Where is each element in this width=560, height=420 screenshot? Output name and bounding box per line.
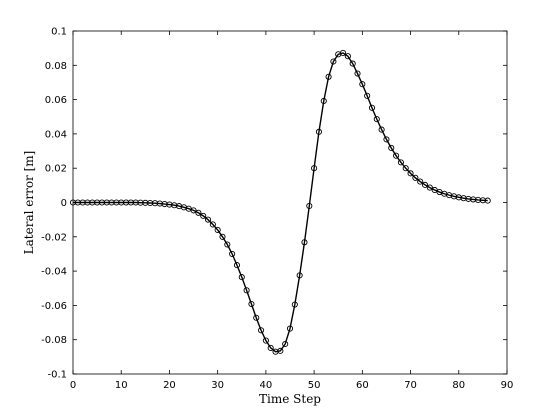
data-point-marker: [209, 221, 216, 228]
data-point-marker: [330, 58, 337, 65]
x-tick-label: 0: [70, 380, 76, 391]
data-point-marker: [378, 126, 385, 133]
data-point-marker: [368, 104, 376, 111]
x-tick-label: 70: [404, 380, 417, 391]
x-tick-label: 50: [308, 380, 321, 391]
data-point-marker: [315, 128, 322, 135]
data-point-marker: [258, 327, 265, 334]
x-axis-ticks: 0 10 20 30 40 50 60 70 80 90: [70, 31, 514, 391]
data-point-marker: [204, 216, 212, 223]
x-tick-label: 90: [501, 380, 514, 391]
x-axis-label: Time Step: [259, 392, 321, 406]
data-point-marker: [296, 272, 303, 279]
data-point-marker: [301, 239, 308, 246]
data-point-marker: [426, 184, 433, 191]
data-point-marker: [286, 325, 294, 332]
data-point-marker: [354, 70, 361, 77]
data-point-marker: [253, 314, 260, 321]
x-tick-label: 60: [356, 380, 369, 391]
data-point-marker: [397, 159, 404, 166]
y-tick-label: 0.08: [45, 61, 67, 72]
data-point-marker: [388, 144, 395, 152]
data-point-marker: [421, 181, 429, 188]
data-point-marker: [359, 81, 366, 88]
y-tick-label: -0.02: [41, 232, 67, 243]
y-axis-label: Lateral error [m]: [22, 151, 36, 255]
data-point-marker: [219, 233, 226, 240]
data-point-marker: [277, 347, 284, 354]
y-tick-label: -0.04: [41, 267, 67, 278]
data-point-marker: [349, 60, 356, 67]
series-markers: [69, 49, 491, 355]
data-point-marker: [412, 174, 419, 181]
data-point-marker: [190, 207, 197, 214]
data-point-marker: [373, 116, 380, 123]
data-point-marker: [243, 287, 250, 294]
data-point-marker: [238, 274, 245, 281]
data-point-marker: [224, 241, 231, 248]
series-line: [73, 52, 488, 353]
y-tick-label: 0.1: [51, 27, 67, 38]
y-tick-label: 0: [61, 198, 67, 209]
data-point-marker: [214, 226, 221, 233]
x-tick-label: 40: [260, 380, 273, 391]
data-point-marker: [320, 97, 327, 105]
x-tick-label: 20: [163, 380, 176, 391]
data-point-marker: [282, 340, 289, 348]
data-point-marker: [484, 197, 491, 204]
y-tick-label: 0.04: [45, 129, 67, 140]
data-point-marker: [417, 178, 424, 185]
y-tick-label: 0.06: [45, 95, 67, 106]
x-tick-label: 10: [115, 380, 128, 391]
data-point-marker: [200, 212, 207, 219]
data-point-marker: [364, 92, 371, 99]
data-point-marker: [233, 262, 241, 269]
x-tick-label: 30: [211, 380, 224, 391]
data-point-marker: [229, 250, 236, 257]
data-point-marker: [344, 53, 351, 60]
data-point-marker: [262, 337, 269, 344]
data-point-marker: [383, 136, 390, 143]
y-tick-label: 0.02: [45, 164, 67, 175]
data-point-marker: [325, 73, 332, 80]
data-point-marker: [248, 300, 255, 308]
data-point-marker: [393, 152, 400, 159]
data-point-marker: [195, 209, 202, 216]
y-axis-ticks: -0.1 -0.08 -0.06 -0.04 -0.02 0 0.02 0.04 0.06 0.0…: [41, 27, 507, 381]
data-point-marker: [291, 301, 298, 308]
data-point-marker: [306, 202, 313, 209]
data-point-marker: [402, 165, 409, 172]
data-point-marker: [267, 344, 274, 351]
y-tick-label: -0.1: [47, 370, 67, 381]
data-point-marker: [311, 165, 318, 172]
y-tick-label: -0.08: [41, 335, 67, 346]
x-tick-label: 80: [452, 380, 465, 391]
data-point-marker: [407, 170, 414, 177]
data-point-marker: [339, 49, 347, 57]
y-tick-label: -0.06: [41, 301, 67, 312]
